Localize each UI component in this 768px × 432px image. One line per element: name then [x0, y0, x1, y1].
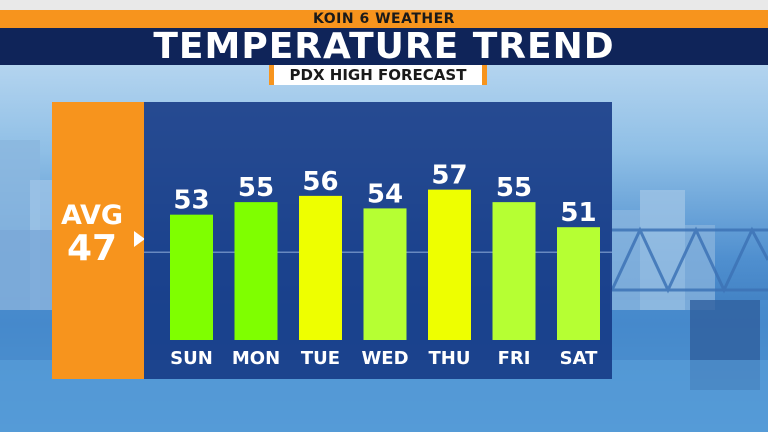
subtitle: PDX HIGH FORECAST [289, 66, 467, 84]
title-bar [0, 28, 768, 65]
value-label-tue: 56 [302, 167, 338, 197]
value-label-mon: 55 [238, 173, 274, 203]
day-label-thu: THU [429, 348, 471, 369]
bar-mon [234, 202, 278, 340]
subtitle-box [269, 65, 487, 85]
average-panel [52, 102, 144, 379]
average-arrow-icon [134, 231, 145, 247]
temperature-bar-chart: 53 SUN 55 MON 56 TUE 54 WED 57 THU 55 FRI 51 SAT [144, 161, 612, 369]
day-label-wed: WED [361, 348, 408, 369]
day-label-fri: FRI [498, 348, 531, 369]
day-label-sat: SAT [560, 348, 598, 369]
day-label-tue: TUE [301, 348, 340, 369]
bar-wed [363, 208, 407, 340]
station-bar [0, 10, 768, 28]
value-label-sun: 53 [173, 186, 209, 216]
bar-thu [428, 189, 471, 340]
value-label-wed: 54 [367, 179, 403, 209]
station-name: KOIN 6 WEATHER [313, 11, 455, 27]
top-strip [0, 0, 768, 10]
bar-fri [492, 202, 536, 340]
average-value: 47 [66, 228, 118, 269]
day-label-mon: MON [232, 348, 280, 369]
value-label-fri: 55 [496, 173, 532, 203]
value-label-sat: 51 [560, 198, 596, 228]
average-label: AVG [60, 200, 124, 231]
bar-sun [170, 214, 213, 340]
page-title: TEMPERATURE TREND [153, 26, 615, 67]
bar-tue [299, 195, 342, 340]
day-label-sun: SUN [170, 348, 213, 369]
bar-sat [557, 227, 600, 340]
value-label-thu: 57 [431, 161, 467, 191]
